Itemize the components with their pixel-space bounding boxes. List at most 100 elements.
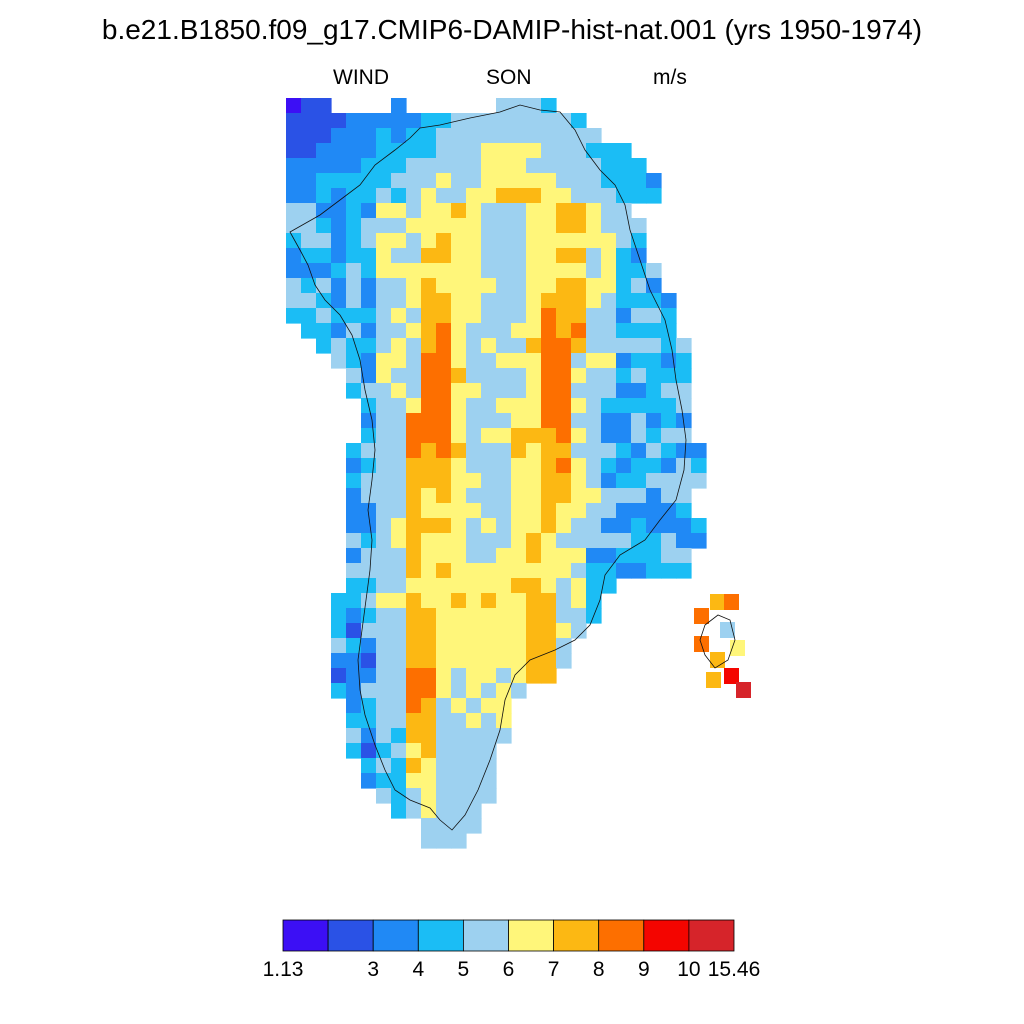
map-cell — [556, 338, 572, 354]
map-cell — [631, 188, 647, 204]
map-cell — [421, 278, 437, 294]
map-cell — [406, 728, 422, 744]
map-cell — [436, 428, 452, 444]
map-cell — [376, 158, 392, 174]
map-cell — [496, 653, 512, 669]
map-cell — [661, 293, 677, 309]
map-cell — [346, 503, 362, 519]
map-cell — [646, 368, 662, 384]
map-cell — [496, 368, 512, 384]
map-cell — [616, 293, 632, 309]
map-cell — [436, 623, 452, 639]
map-cell — [346, 548, 362, 564]
map-cell — [391, 368, 407, 384]
map-cell — [676, 428, 692, 444]
map-cell — [511, 458, 527, 474]
map-cell — [391, 98, 407, 114]
map-cell — [301, 188, 317, 204]
map-cell — [466, 113, 482, 129]
map-cell — [391, 563, 407, 579]
map-cell — [496, 548, 512, 564]
map-cell — [586, 548, 602, 564]
map-cell — [436, 758, 452, 774]
map-cell — [556, 593, 572, 609]
map-cell — [361, 683, 377, 699]
map-cell — [571, 263, 587, 279]
map-cell — [526, 458, 542, 474]
map-cell — [451, 743, 467, 759]
map-cell — [361, 623, 377, 639]
map-cell — [556, 458, 572, 474]
map-cell — [421, 578, 437, 594]
map-cell — [301, 173, 317, 189]
map-cell — [676, 518, 692, 534]
map-cell — [481, 383, 497, 399]
map-cell — [346, 293, 362, 309]
map-cell — [421, 428, 437, 444]
map-cell — [571, 353, 587, 369]
map-cell — [361, 188, 377, 204]
map-cell — [436, 173, 452, 189]
map-cell — [481, 203, 497, 219]
map-cell — [541, 293, 557, 309]
colorbar-label: 8 — [592, 958, 605, 981]
map-cell — [391, 773, 407, 789]
map-cell — [526, 278, 542, 294]
map-cell — [496, 113, 512, 129]
map-cell — [556, 503, 572, 519]
map-cell — [451, 518, 467, 534]
map-cell — [451, 698, 467, 714]
map-cell — [346, 233, 362, 249]
map-cell — [526, 518, 542, 534]
map-cell — [376, 143, 392, 159]
map-cell — [451, 833, 467, 849]
map-cell — [481, 548, 497, 564]
map-cell — [556, 323, 572, 339]
map-cell — [451, 788, 467, 804]
map-cell — [496, 713, 512, 729]
map-cell — [571, 563, 587, 579]
map-cell — [301, 218, 317, 234]
map-cell — [481, 368, 497, 384]
map-cell — [421, 473, 437, 489]
map-cell — [286, 188, 302, 204]
map-cell — [451, 668, 467, 684]
map-cell — [466, 233, 482, 249]
map-cell — [511, 233, 527, 249]
map-cell — [526, 248, 542, 264]
map-cell — [586, 203, 602, 219]
map-cell — [481, 263, 497, 279]
map-cell — [301, 158, 317, 174]
map-cell — [586, 368, 602, 384]
map-cell — [346, 578, 362, 594]
map-cell — [421, 623, 437, 639]
map-cell — [586, 563, 602, 579]
map-cell — [421, 698, 437, 714]
map-cell — [631, 428, 647, 444]
map-cell — [541, 653, 557, 669]
map-cell — [436, 713, 452, 729]
map-cell — [586, 158, 602, 174]
map-cell — [496, 338, 512, 354]
map-cell — [571, 218, 587, 234]
map-cell — [436, 458, 452, 474]
map-cell — [631, 518, 647, 534]
map-cell — [346, 188, 362, 204]
map-cell — [451, 383, 467, 399]
map-cell — [601, 518, 617, 534]
map-cell — [571, 278, 587, 294]
map-cell — [571, 428, 587, 444]
map-cell — [286, 158, 302, 174]
map-cell — [391, 503, 407, 519]
map-cell — [511, 368, 527, 384]
colorbar-box — [417, 919, 464, 952]
map-cell — [571, 293, 587, 309]
map-cell — [436, 668, 452, 684]
map-cell — [586, 308, 602, 324]
map-cell — [436, 278, 452, 294]
map-cell — [406, 398, 422, 414]
map-cell — [541, 368, 557, 384]
map-cell — [376, 758, 392, 774]
map-cell — [541, 173, 557, 189]
